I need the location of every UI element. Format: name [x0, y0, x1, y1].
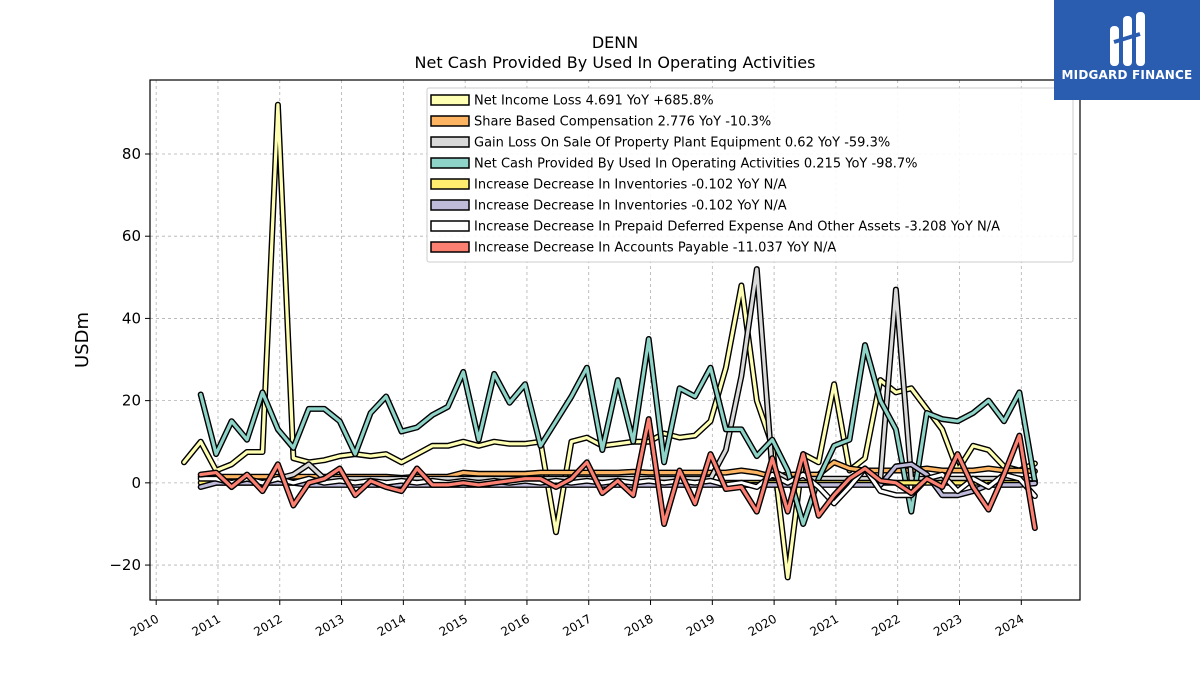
- series-3: [197, 336, 1038, 527]
- series-0: [181, 101, 1038, 581]
- x-tick-label: 2012: [251, 612, 284, 639]
- y-axis: −20 0 20 40 60 80: [109, 145, 150, 574]
- legend-label: Net Cash Provided By Used In Operating A…: [474, 157, 917, 172]
- x-tick-label: 2015: [437, 612, 470, 639]
- x-tick-label: 2010: [128, 612, 161, 639]
- x-tick-label: 2017: [560, 612, 593, 639]
- x-tick-label: 2016: [499, 612, 532, 639]
- y-tick-label: −20: [109, 556, 141, 574]
- midgard-logo-icon: [1110, 12, 1145, 66]
- x-axis: 2010 2011 2012 2013 2014 2015 2016 2017 2018 2019…: [128, 600, 1026, 639]
- chart-subtitle: Net Cash Provided By Used In Operating A…: [415, 53, 816, 72]
- series-line: [199, 417, 1037, 530]
- legend-entry: Increase Decrease In Prepaid Deferred Ex…: [430, 220, 1000, 235]
- midgard-finance-logo: MIDGARD FINANCE: [1054, 0, 1200, 100]
- y-tick-label: 80: [122, 145, 141, 163]
- y-tick-label: 40: [122, 309, 141, 327]
- x-tick-label: 2021: [807, 612, 840, 639]
- chart-title: DENN: [592, 33, 638, 52]
- legend-entry: Increase Decrease In Accounts Payable -1…: [430, 241, 836, 256]
- legend-entry: Increase Decrease In Inventories -0.102 …: [430, 199, 787, 214]
- legend-entry: Share Based Compensation 2.776 YoY -10.3…: [430, 115, 771, 130]
- legend-swatch: [430, 241, 470, 253]
- y-tick-label: 20: [122, 392, 141, 410]
- x-tick-label: 2020: [746, 612, 779, 639]
- legend-swatch: [430, 220, 470, 232]
- legend: Net Income Loss 4.691 YoY +685.8% Share B…: [426, 87, 1074, 263]
- y-axis-label: USDm: [72, 312, 93, 368]
- plot-area: [149, 79, 1081, 601]
- legend-swatch: [430, 115, 470, 127]
- legend-label: Gain Loss On Sale Of Property Plant Equi…: [474, 136, 890, 151]
- legend-label: Share Based Compensation 2.776 YoY -10.3…: [474, 115, 771, 130]
- y-tick-label: 60: [122, 227, 141, 245]
- legend-label: Increase Decrease In Inventories -0.102 …: [474, 199, 787, 214]
- x-tick-label: 2011: [190, 612, 223, 639]
- x-tick-label: 2024: [993, 612, 1026, 639]
- legend-label: Increase Decrease In Accounts Payable -1…: [474, 241, 836, 256]
- legend-swatch: [430, 136, 470, 148]
- x-tick-label: 2023: [931, 612, 964, 639]
- series-group: [181, 101, 1038, 581]
- x-tick-label: 2014: [375, 612, 408, 639]
- legend-label: Increase Decrease In Prepaid Deferred Ex…: [474, 220, 1000, 235]
- legend-entry: Net Cash Provided By Used In Operating A…: [430, 157, 917, 172]
- legend-swatch: [430, 157, 470, 169]
- series-line: [199, 337, 1037, 526]
- legend-swatch: [430, 199, 470, 211]
- legend-swatch: [430, 94, 470, 106]
- series-7: [197, 416, 1038, 532]
- legend-label: Net Income Loss 4.691 YoY +685.8%: [474, 94, 714, 109]
- legend-label: Increase Decrease In Inventories -0.102 …: [474, 178, 787, 193]
- legend-entry: Increase Decrease In Inventories -0.102 …: [430, 178, 787, 193]
- legend-swatch: [430, 178, 470, 190]
- x-tick-label: 2013: [313, 612, 346, 639]
- legend-box: [426, 87, 1074, 263]
- x-tick-label: 2019: [684, 612, 717, 639]
- legend-entry: Net Income Loss 4.691 YoY +685.8%: [430, 94, 714, 109]
- legend-entry: Gain Loss On Sale Of Property Plant Equi…: [430, 136, 890, 151]
- x-tick-label: 2018: [622, 612, 655, 639]
- y-tick-label: 0: [131, 474, 141, 492]
- x-tick-label: 2022: [869, 612, 902, 639]
- series-line: [182, 103, 1037, 579]
- logo-text: MIDGARD FINANCE: [1061, 68, 1193, 82]
